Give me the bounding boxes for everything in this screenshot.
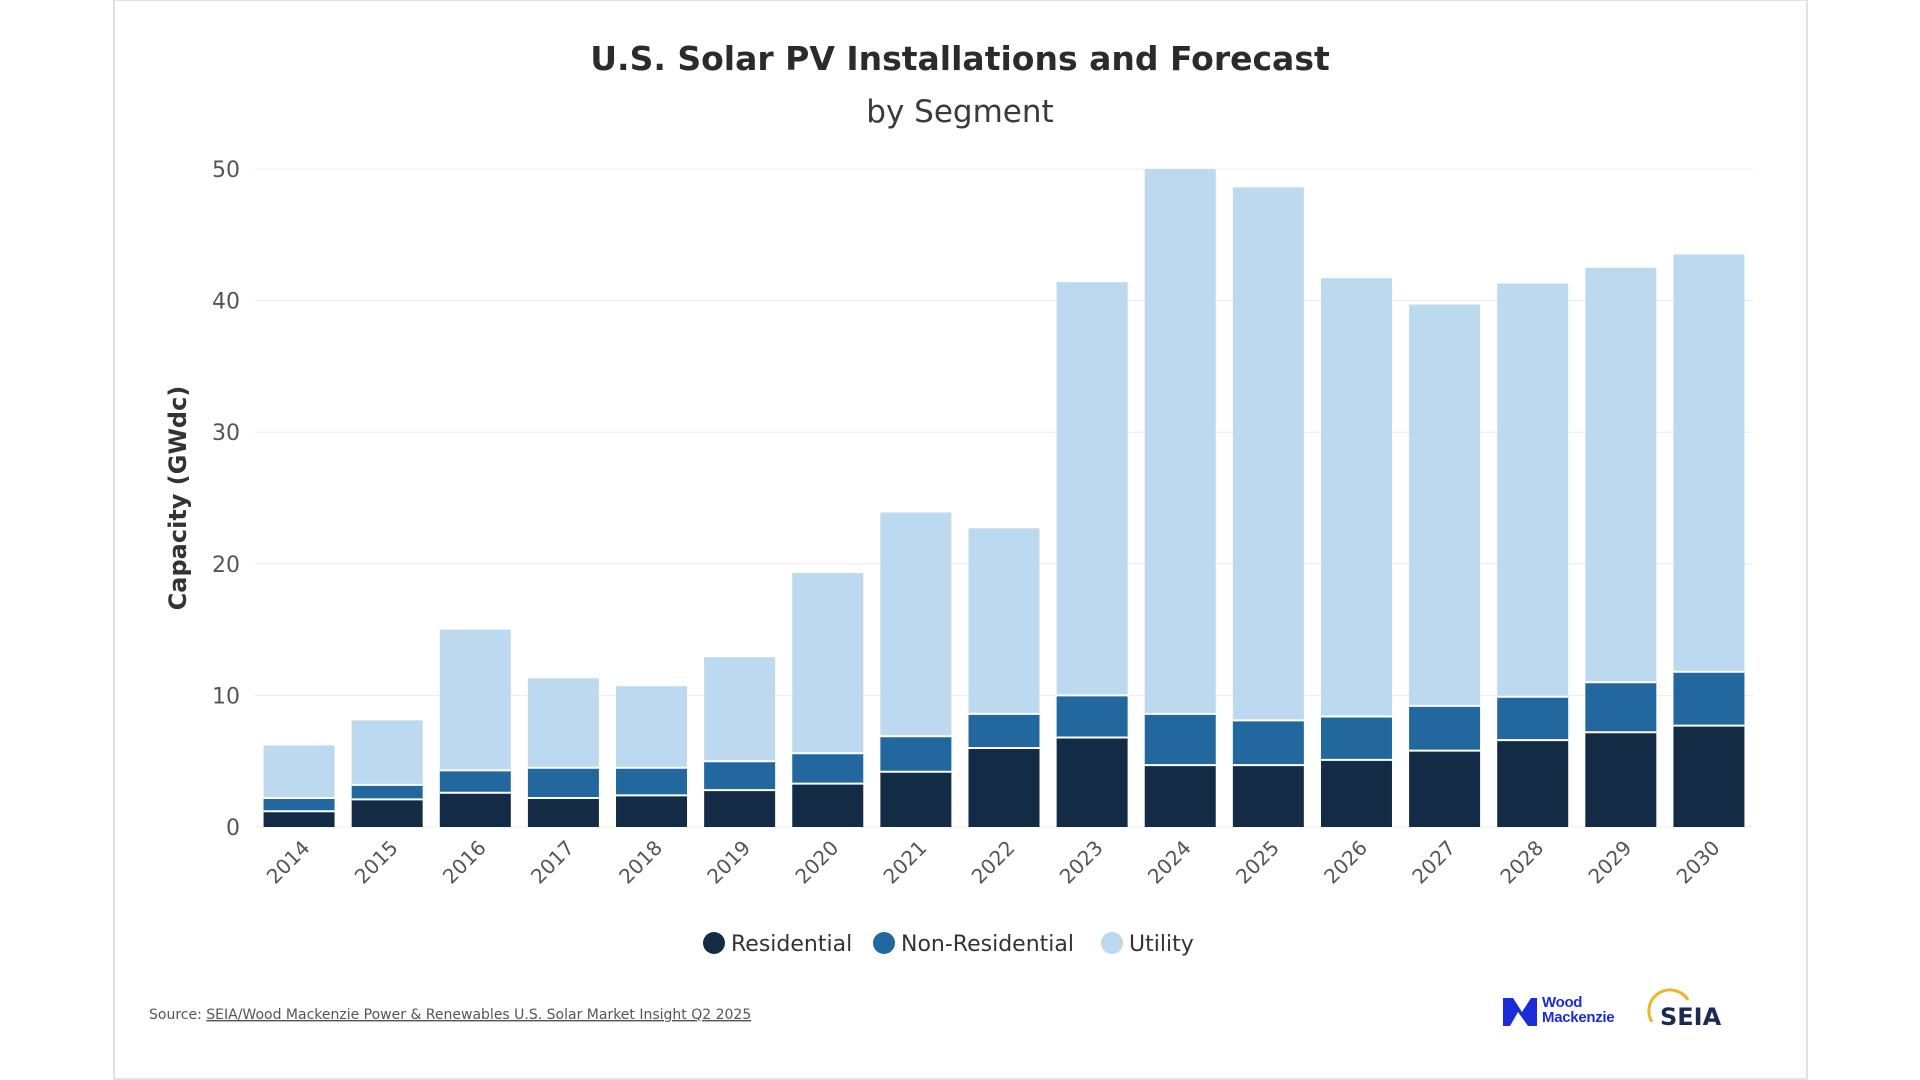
- bar-utility-2028: [1497, 283, 1569, 697]
- y-tick-label: 20: [212, 553, 240, 578]
- bar-non-residential-2028: [1497, 696, 1569, 741]
- legend-item-residential: Residential: [703, 932, 852, 957]
- legend-item-non-residential: Non-Residential: [873, 932, 1074, 957]
- y-tick-label: 40: [212, 290, 240, 315]
- chart-title: U.S. Solar PV Installations and Forecast: [590, 39, 1330, 78]
- bar-utility-2017: [527, 678, 599, 768]
- bar-residential-2017: [527, 798, 599, 827]
- bar-residential-2018: [616, 795, 688, 827]
- bar-utility-2018: [616, 686, 688, 768]
- bar-utility-2027: [1409, 304, 1481, 706]
- bar-residential-2019: [704, 790, 776, 827]
- y-tick-label: 50: [212, 158, 240, 183]
- bar-utility-2026: [1320, 278, 1392, 717]
- bar-non-residential-2023: [1056, 695, 1128, 738]
- y-tick-label: 10: [212, 684, 240, 709]
- legend-swatch-icon: [873, 932, 895, 954]
- bar-non-residential-2026: [1320, 716, 1392, 760]
- bar-residential-2024: [1144, 765, 1216, 827]
- legend-swatch-icon: [703, 932, 725, 954]
- bar-utility-2022: [968, 528, 1040, 714]
- bar-residential-2015: [351, 799, 423, 827]
- bar-utility-2016: [439, 629, 511, 771]
- wood-mackenzie-logo-text: Wood Mackenzie: [1542, 995, 1615, 1026]
- bar-non-residential-2025: [1232, 720, 1304, 766]
- source-label: Source:: [149, 1007, 206, 1023]
- legend-swatch-icon: [1101, 932, 1123, 954]
- bar-residential-2028: [1497, 740, 1569, 827]
- legend-label: Non-Residential: [901, 932, 1074, 957]
- legend-label: Residential: [731, 932, 852, 957]
- bar-utility-2024: [1144, 169, 1216, 714]
- legend-item-utility: Utility: [1101, 932, 1194, 957]
- seia-arc-icon: [1647, 988, 1690, 1023]
- bar-utility-2019: [704, 657, 776, 762]
- y-tick-label: 30: [212, 421, 240, 446]
- source-text: Source: SEIA/Wood Mackenzie Power & Rene…: [149, 1007, 751, 1023]
- bar-non-residential-2019: [704, 761, 776, 791]
- bar-residential-2020: [792, 783, 864, 827]
- bar-residential-2014: [263, 811, 335, 827]
- bar-non-residential-2027: [1409, 705, 1481, 751]
- y-axis-label: Capacity (GWdc): [164, 386, 192, 611]
- bar-residential-2029: [1585, 732, 1657, 827]
- bar-non-residential-2029: [1585, 682, 1657, 733]
- bar-utility-2021: [880, 512, 952, 737]
- bar-residential-2026: [1320, 759, 1392, 827]
- seia-logo: SEIA: [1647, 988, 1722, 1031]
- bar-utility-2025: [1232, 187, 1304, 721]
- chart-subtitle: by Segment: [866, 94, 1053, 130]
- bar-residential-2027: [1409, 750, 1481, 827]
- bar-utility-2030: [1673, 254, 1745, 672]
- bar-non-residential-2017: [527, 767, 599, 799]
- bar-utility-2015: [351, 720, 423, 785]
- bar-non-residential-2014: [263, 798, 335, 812]
- wood-mackenzie-logo: Wood Mackenzie: [1503, 995, 1615, 1026]
- bar-utility-2023: [1056, 282, 1128, 696]
- bar-residential-2030: [1673, 725, 1745, 827]
- legend-label: Utility: [1129, 932, 1194, 957]
- bar-non-residential-2024: [1144, 713, 1216, 766]
- bar-residential-2021: [880, 771, 952, 827]
- source-link[interactable]: SEIA/Wood Mackenzie Power & Renewables U…: [206, 1007, 751, 1023]
- bar-non-residential-2018: [616, 767, 688, 796]
- bar-utility-2020: [792, 573, 864, 754]
- bar-residential-2023: [1056, 737, 1128, 827]
- bar-non-residential-2020: [792, 753, 864, 784]
- seia-logo-text: SEIA: [1660, 1003, 1722, 1031]
- wood-mackenzie-mark-icon: [1503, 998, 1537, 1026]
- bar-non-residential-2021: [880, 736, 952, 772]
- bar-residential-2016: [439, 792, 511, 827]
- y-tick-label: 0: [226, 816, 240, 841]
- bar-non-residential-2015: [351, 784, 423, 800]
- bar-residential-2025: [1232, 765, 1304, 827]
- bar-non-residential-2016: [439, 770, 511, 793]
- bar-utility-2014: [263, 745, 335, 799]
- bar-utility-2029: [1585, 267, 1657, 683]
- bar-residential-2022: [968, 748, 1040, 827]
- bar-non-residential-2022: [968, 713, 1040, 749]
- bar-non-residential-2030: [1673, 671, 1745, 726]
